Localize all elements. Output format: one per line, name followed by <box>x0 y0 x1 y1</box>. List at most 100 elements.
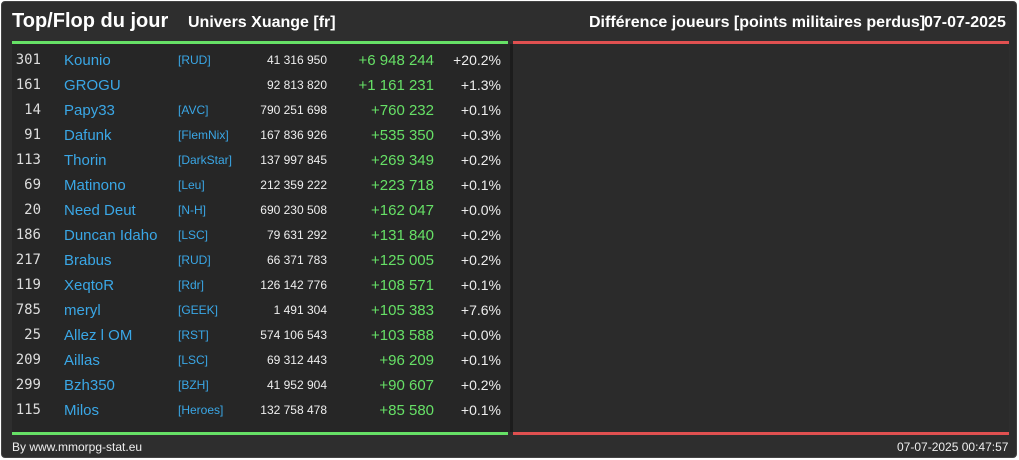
player-rank: 161 <box>15 77 41 93</box>
points-difference: +108 571 <box>371 277 434 294</box>
alliance-tag-link[interactable]: [Heroes] <box>178 403 224 417</box>
top-table-background <box>12 44 510 432</box>
player-name-link[interactable]: Allez l OM <box>64 327 133 344</box>
alliance-tag-link[interactable]: [FlemNix] <box>178 128 229 142</box>
flop-table-empty <box>513 44 1009 432</box>
alliance-tag-link[interactable]: [DarkStar] <box>178 153 233 167</box>
alliance-tag-link[interactable]: [LSC] <box>178 353 209 367</box>
percent-change: +0.1% <box>460 102 501 118</box>
alliance-tag-link[interactable]: [LSC] <box>178 228 209 242</box>
table-row: 186 Duncan Idaho [LSC] 79 631 292 +131 840 +0… <box>12 223 510 248</box>
player-points: 79 631 292 <box>266 228 327 242</box>
points-difference: +85 580 <box>379 402 434 419</box>
table-row: 14 Papy33 [AVC] 790 251 698 +760 232 +0.1% <box>12 98 510 123</box>
player-points: 167 836 926 <box>260 128 327 142</box>
player-name-link[interactable]: Dafunk <box>64 127 112 144</box>
alliance-tag-link[interactable]: [AVC] <box>178 103 209 117</box>
percent-change: +20.2% <box>453 52 501 68</box>
player-name-link[interactable]: Papy33 <box>64 102 115 119</box>
player-rank: 113 <box>15 152 41 168</box>
percent-change: +0.2% <box>460 252 501 268</box>
percent-change: +0.2% <box>460 227 501 243</box>
table-row: 115 Milos [Heroes] 132 758 478 +85 580 +0.1% <box>12 398 510 423</box>
player-name-link[interactable]: GROGU <box>64 77 121 94</box>
percent-change: +0.1% <box>460 277 501 293</box>
table-row: 785 meryl [GEEK] 1 491 304 +105 383 +7.6% <box>12 298 510 323</box>
alliance-tag-link[interactable]: [RUD] <box>178 53 211 67</box>
flop-accent-line <box>513 41 1009 44</box>
player-name-link[interactable]: Matinono <box>64 177 126 194</box>
player-name-link[interactable]: Kounio <box>64 52 111 69</box>
page-title: Top/Flop du jour <box>12 10 169 32</box>
table-row: 217 Brabus [RUD] 66 371 783 +125 005 +0.2% <box>12 248 510 273</box>
player-points: 66 371 783 <box>266 253 327 267</box>
player-points: 690 230 508 <box>260 203 327 217</box>
percent-change: +7.6% <box>460 302 501 318</box>
report-date: 07-07-2025 <box>924 14 1006 31</box>
flop-bottom-line <box>513 432 1009 435</box>
player-rank: 186 <box>15 227 41 243</box>
player-points: 1 491 304 <box>273 303 327 317</box>
player-points: 790 251 698 <box>260 103 327 117</box>
alliance-tag-link[interactable]: [RST] <box>178 328 209 342</box>
alliance-tag-link[interactable]: [N-H] <box>178 203 206 217</box>
player-points: 41 952 904 <box>266 378 327 392</box>
player-points: 126 142 776 <box>260 278 327 292</box>
footer-timestamp: 07-07-2025 00:47:57 <box>897 440 1009 454</box>
player-name-link[interactable]: Milos <box>64 402 100 419</box>
player-name-link[interactable]: Brabus <box>64 252 112 269</box>
player-points: 137 997 845 <box>260 153 327 167</box>
points-difference: +760 232 <box>371 102 434 119</box>
player-rank: 785 <box>15 302 41 318</box>
player-rank: 299 <box>15 377 41 393</box>
alliance-tag-link[interactable]: [Rdr] <box>178 278 205 292</box>
points-difference: +269 349 <box>371 152 434 169</box>
player-rank: 217 <box>15 252 41 268</box>
player-points: 92 813 820 <box>266 78 327 92</box>
table-row: 20 Need Deut [N-H] 690 230 508 +162 047 +0.0% <box>12 198 510 223</box>
points-difference: +105 383 <box>371 302 434 319</box>
points-difference: +125 005 <box>371 252 434 269</box>
percent-change: +0.3% <box>460 127 501 143</box>
player-rank: 115 <box>15 402 41 418</box>
footer-source: By www.mmorpg-stat.eu <box>12 440 143 454</box>
alliance-tag-link[interactable]: [RUD] <box>178 253 211 267</box>
table-row: 113 Thorin [DarkStar] 137 997 845 +269 349 +0… <box>12 148 510 173</box>
points-difference: +1 161 231 <box>358 77 435 94</box>
player-rank: 14 <box>24 102 41 118</box>
table-row: 25 Allez l OM [RST] 574 106 543 +103 588 +0.0… <box>12 323 510 348</box>
points-difference: +162 047 <box>371 202 434 219</box>
player-name-link[interactable]: Thorin <box>64 152 107 169</box>
player-name-link[interactable]: Need Deut <box>64 202 136 219</box>
player-name-link[interactable]: XeqtoR <box>64 277 115 294</box>
player-points: 212 359 222 <box>260 178 327 192</box>
player-points: 41 316 950 <box>266 53 327 67</box>
player-rank: 69 <box>24 177 41 193</box>
percent-change: +0.0% <box>460 202 501 218</box>
top-accent-line <box>12 41 508 44</box>
percent-change: +1.3% <box>460 77 501 93</box>
player-points: 132 758 478 <box>260 403 327 417</box>
points-difference: +103 588 <box>371 327 434 344</box>
alliance-tag-link[interactable]: [BZH] <box>178 378 209 392</box>
player-rank: 301 <box>15 52 41 68</box>
table-row: 209 Aillas [LSC] 69 312 443 +96 209 +0.1% <box>12 348 510 373</box>
player-rank: 91 <box>24 127 41 143</box>
player-name-link[interactable]: Bzh350 <box>64 377 115 394</box>
points-difference: +131 840 <box>371 227 434 244</box>
percent-change: +0.1% <box>460 352 501 368</box>
player-name-link[interactable]: meryl <box>64 302 101 319</box>
alliance-tag-link[interactable]: [GEEK] <box>178 303 219 317</box>
table-row: 161 GROGU 92 813 820 +1 161 231 +1.3% <box>12 73 510 98</box>
points-difference: +96 209 <box>379 352 434 369</box>
table-row: 91 Dafunk [FlemNix] 167 836 926 +535 350 +0.3… <box>12 123 510 148</box>
alliance-tag-link[interactable]: [Leu] <box>178 178 205 192</box>
top-bottom-line <box>12 432 508 435</box>
points-difference: +223 718 <box>371 177 434 194</box>
player-name-link[interactable]: Duncan Idaho <box>64 227 158 244</box>
percent-change: +0.2% <box>460 377 501 393</box>
table-row: 299 Bzh350 [BZH] 41 952 904 +90 607 +0.2% <box>12 373 510 398</box>
player-name-link[interactable]: Aillas <box>64 352 100 369</box>
